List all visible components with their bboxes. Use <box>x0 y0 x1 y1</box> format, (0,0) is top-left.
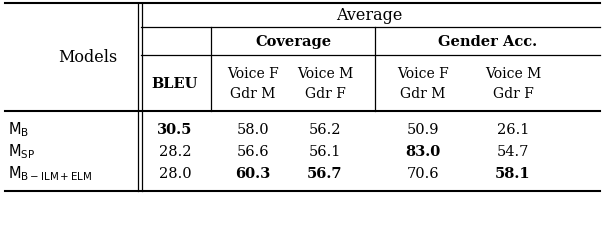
Text: Voice M: Voice M <box>485 67 541 81</box>
Text: 70.6: 70.6 <box>407 166 439 180</box>
Text: Models: Models <box>58 49 117 66</box>
Text: BLEU: BLEU <box>152 77 198 91</box>
Text: Coverage: Coverage <box>256 35 331 49</box>
Text: Voice F: Voice F <box>397 67 449 81</box>
Text: 83.0: 83.0 <box>405 144 441 158</box>
Text: Gdr M: Gdr M <box>230 87 276 100</box>
Text: Gender Acc.: Gender Acc. <box>438 35 537 49</box>
Text: Gdr F: Gdr F <box>305 87 345 100</box>
Text: 56.2: 56.2 <box>308 122 341 137</box>
Text: Gdr M: Gdr M <box>401 87 445 100</box>
Text: Voice F: Voice F <box>227 67 279 81</box>
Text: 50.9: 50.9 <box>407 122 439 137</box>
Text: 26.1: 26.1 <box>497 122 529 137</box>
Text: 28.2: 28.2 <box>159 144 191 158</box>
Text: Voice M: Voice M <box>297 67 353 81</box>
Text: 58.1: 58.1 <box>495 166 531 180</box>
Text: 56.6: 56.6 <box>237 144 269 158</box>
Text: Gdr F: Gdr F <box>493 87 533 100</box>
Text: Average: Average <box>336 7 402 24</box>
Text: 60.3: 60.3 <box>235 166 271 180</box>
Text: 28.0: 28.0 <box>159 166 191 180</box>
Text: $\mathrm{M}_{\mathrm{B}}$: $\mathrm{M}_{\mathrm{B}}$ <box>8 120 29 139</box>
Text: 56.7: 56.7 <box>307 166 343 180</box>
Text: 54.7: 54.7 <box>497 144 529 158</box>
Text: 56.1: 56.1 <box>309 144 341 158</box>
Text: 30.5: 30.5 <box>158 122 193 137</box>
Text: 58.0: 58.0 <box>237 122 269 137</box>
Text: $\mathrm{M}_{\mathrm{B-ILM+ELM}}$: $\mathrm{M}_{\mathrm{B-ILM+ELM}}$ <box>8 164 93 182</box>
Text: $\mathrm{M}_{\mathrm{SP}}$: $\mathrm{M}_{\mathrm{SP}}$ <box>8 142 35 161</box>
